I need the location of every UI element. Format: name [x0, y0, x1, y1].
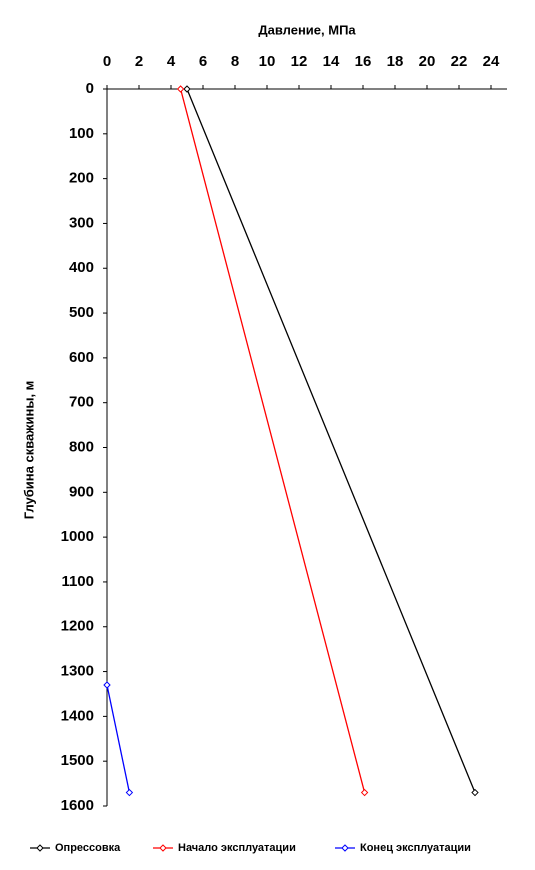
y-tick-label: 600	[69, 349, 94, 366]
y-tick-label: 200	[69, 170, 94, 187]
y-tick-label: 800	[69, 438, 94, 455]
x-tick-label: 16	[355, 53, 372, 70]
y-tick-label: 300	[69, 214, 94, 231]
x-tick-label: 0	[103, 53, 111, 70]
x-tick-label: 2	[135, 53, 143, 70]
y-tick-label: 1400	[61, 707, 94, 724]
y-tick-label: 1200	[61, 618, 94, 635]
x-tick-label: 8	[231, 53, 239, 70]
x-tick-label: 6	[199, 53, 207, 70]
x-axis-title: Давление, МПа	[258, 22, 356, 37]
y-tick-label: 700	[69, 394, 94, 411]
legend-label: Конец эксплуатации	[360, 842, 471, 854]
x-tick-label: 20	[419, 53, 436, 70]
series-line	[179, 88, 366, 793]
y-tick-label: 1000	[61, 528, 94, 545]
series-line	[106, 684, 131, 793]
legend-marker	[159, 844, 167, 852]
y-tick-label: 400	[69, 259, 94, 276]
x-tick-label: 18	[387, 53, 404, 70]
legend-marker	[341, 844, 349, 852]
y-tick-label: 1100	[61, 573, 94, 590]
point-marker	[103, 681, 111, 689]
series-line	[186, 88, 476, 793]
legend-marker	[36, 844, 44, 852]
y-axis-title: Глубина скважины, м	[21, 381, 36, 520]
legend-label: Опрессовка	[55, 842, 121, 854]
x-tick-label: 22	[451, 53, 468, 70]
y-tick-label: 900	[69, 483, 94, 500]
point-marker	[183, 85, 191, 93]
x-tick-label: 10	[259, 53, 276, 70]
y-tick-label: 500	[69, 304, 94, 321]
y-tick-label: 1300	[61, 663, 94, 680]
point-marker	[125, 788, 134, 797]
y-tick-label: 1500	[61, 752, 94, 769]
y-tick-label: 1600	[61, 797, 94, 814]
x-tick-label: 4	[167, 53, 176, 70]
legend-label: Начало эксплуатации	[178, 842, 296, 854]
x-tick-label: 24	[483, 53, 500, 70]
y-tick-label: 0	[86, 80, 94, 97]
point-marker	[471, 788, 479, 797]
x-tick-label: 12	[291, 53, 308, 70]
point-marker	[360, 788, 369, 797]
x-tick-label: 14	[323, 53, 340, 70]
point-marker	[176, 85, 185, 93]
y-tick-label: 100	[69, 125, 94, 142]
